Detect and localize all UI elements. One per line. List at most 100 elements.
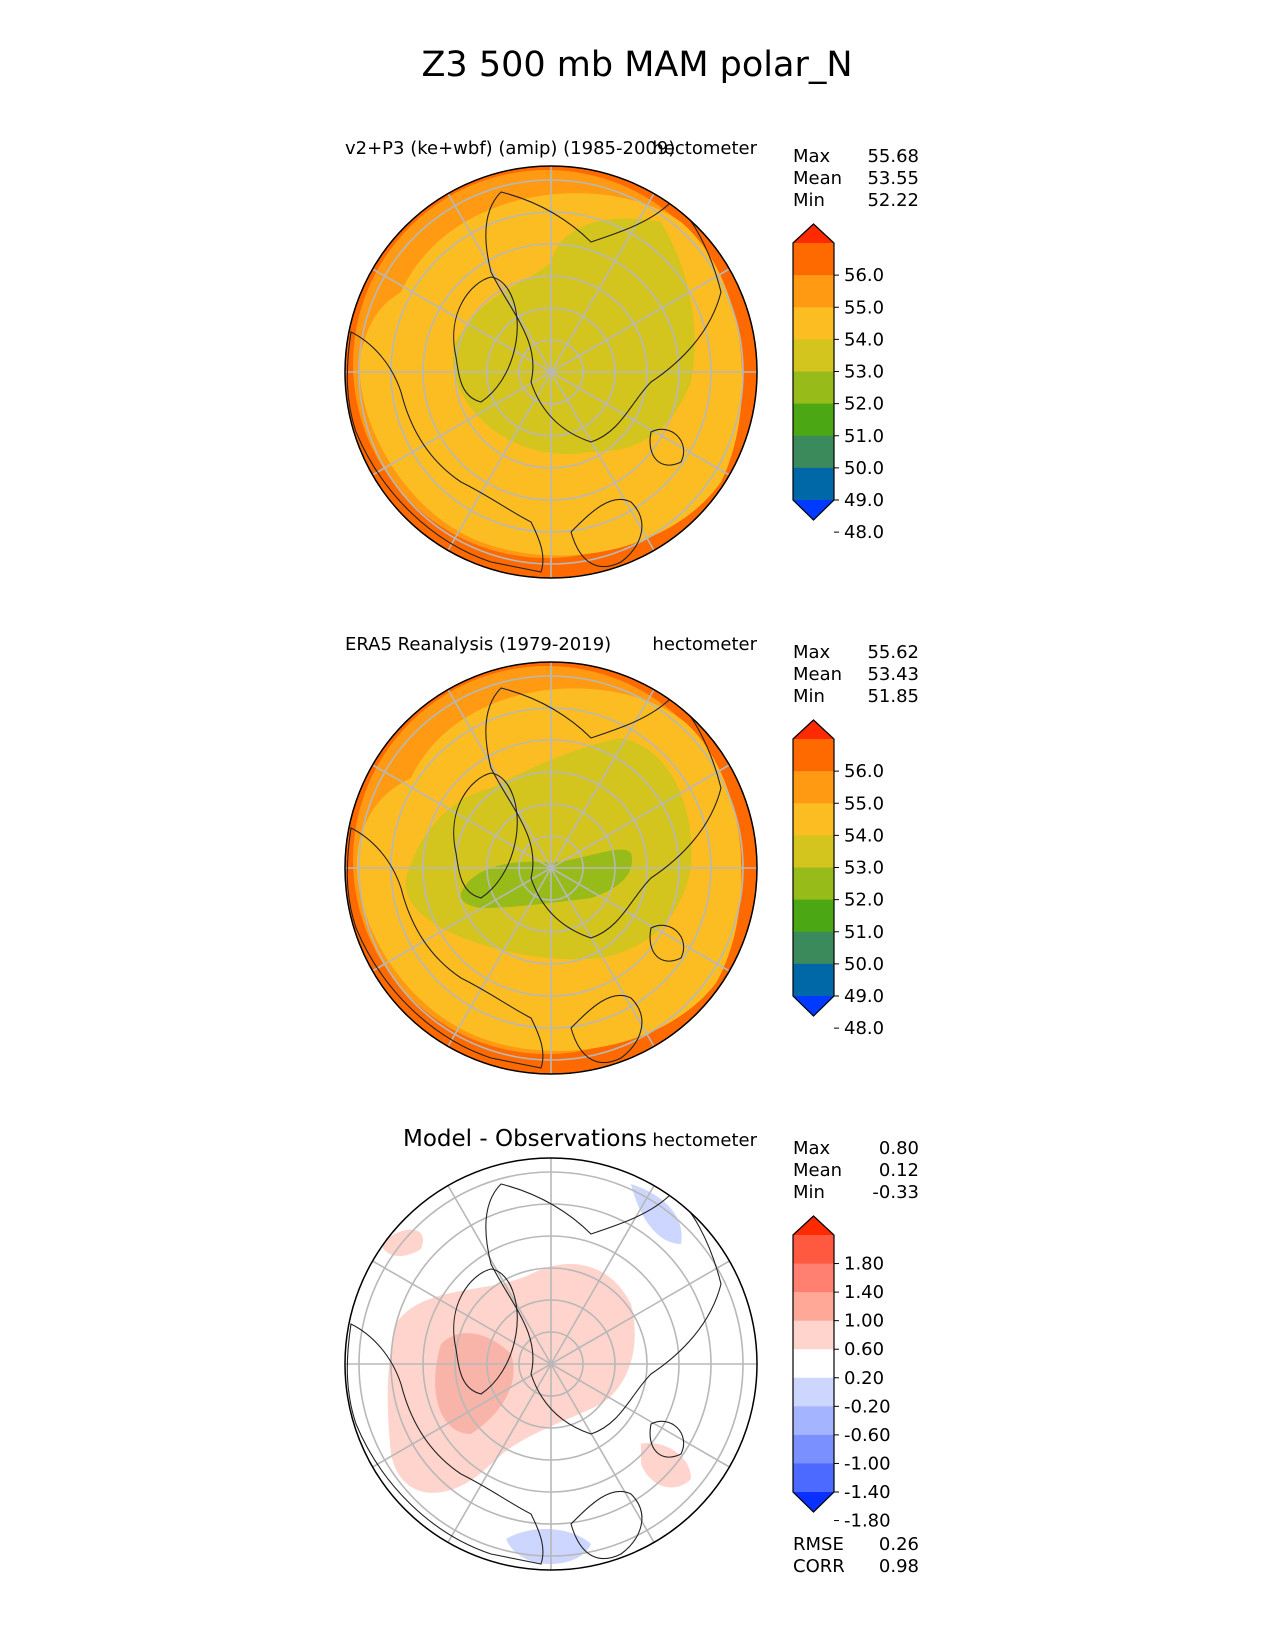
meridian-line xyxy=(447,1363,552,1543)
stat-value: 0.12 xyxy=(879,1160,919,1181)
colorbar-tick-label: 53.0 xyxy=(844,858,884,879)
meridian-line xyxy=(550,371,655,551)
colorbar-tick-label: 48.0 xyxy=(844,1018,884,1039)
coastline xyxy=(570,994,643,1063)
units-label: hectometer xyxy=(652,634,757,655)
colorbar-tick-label: 1.40 xyxy=(844,1282,884,1303)
colorbar-tick-label: 54.0 xyxy=(844,329,884,350)
stat-label: Mean xyxy=(793,664,842,685)
coastlines xyxy=(346,1183,722,1565)
colorbar-tick-label: 53.0 xyxy=(844,362,884,383)
field xyxy=(345,1158,757,1570)
map-boundary xyxy=(344,165,758,579)
meridian-line xyxy=(550,193,655,373)
stat-value: 53.43 xyxy=(867,664,919,685)
meridian-line xyxy=(550,764,730,869)
meridian-line xyxy=(550,867,655,1047)
coastline xyxy=(453,772,518,899)
stat-value: 53.55 xyxy=(867,168,919,189)
colorbar-tick-label: 56.0 xyxy=(844,761,884,782)
colorbar-segment xyxy=(793,803,834,836)
meridian-line xyxy=(372,1363,552,1468)
figure-title: Z3 500 mb MAM polar_N xyxy=(421,45,852,85)
field xyxy=(345,662,757,1074)
panel-title: ERA5 Reanalysis (1979-2019) xyxy=(345,634,611,655)
meridian-line xyxy=(550,1185,655,1365)
field-band-51-52 xyxy=(460,849,632,908)
meridian-line xyxy=(447,371,552,551)
meridian-line xyxy=(550,1363,655,1543)
colorbar-extend-min xyxy=(793,1492,834,1512)
coastline xyxy=(485,1183,722,1435)
stat-label: Max xyxy=(793,642,831,663)
stat-value: 52.22 xyxy=(867,190,919,211)
colorbar-tick-label: 50.0 xyxy=(844,458,884,479)
field xyxy=(345,166,757,578)
metric-label: RMSE xyxy=(793,1534,844,1555)
colorbar-1: 56.0 55.0 54.0 53.0 52.0 51.0 50.0 49.0 48.0 xyxy=(792,223,884,543)
colorbar-2: 56.0 55.0 54.0 53.0 52.0 51.0 50.0 49.0 48.0 xyxy=(792,719,884,1039)
units-label: hectometer xyxy=(652,138,757,159)
stat-value: 55.62 xyxy=(867,642,919,663)
coastline xyxy=(485,687,722,939)
field-band-0.20-0.60 xyxy=(641,1443,691,1488)
colorbar-segment xyxy=(793,1349,834,1379)
colorbar-3: 1.80 1.40 1.00 0.60 0.20 -0.20 -0.60 -1.00 -1.40… xyxy=(792,1215,891,1532)
colorbar-segment xyxy=(793,403,834,437)
meridian-line xyxy=(372,371,552,476)
colorbar-segment xyxy=(793,467,834,501)
colorbar-tick-label: 49.0 xyxy=(844,490,884,511)
colorbar-tick-label: 1.00 xyxy=(844,1311,884,1332)
colorbar-tick-label: -0.60 xyxy=(844,1425,891,1446)
colorbar-tick-label: 55.0 xyxy=(844,793,884,814)
colorbar-segment xyxy=(793,435,834,469)
stat-value: 51.85 xyxy=(867,686,919,707)
stat-label: Min xyxy=(793,686,825,707)
colorbar-extend-max xyxy=(793,224,834,243)
stat-label: Max xyxy=(793,146,831,167)
meridian-line xyxy=(447,867,552,1047)
colorbar-segment xyxy=(793,371,834,405)
colorbar-segment xyxy=(793,339,834,372)
coastline xyxy=(649,1420,685,1458)
meridian-line xyxy=(372,764,552,869)
stats-block-1: Max 55.68 Mean 53.55 Min 52.22 xyxy=(793,146,919,211)
meridian-line xyxy=(447,689,552,869)
colorbar-segment xyxy=(793,867,834,901)
coastline xyxy=(453,1268,518,1395)
meridian-line xyxy=(550,1260,730,1365)
colorbar-segment xyxy=(793,1406,834,1436)
colorbar-tick-label: 50.0 xyxy=(844,954,884,975)
stat-label: Mean xyxy=(793,1160,842,1181)
stat-value: 55.68 xyxy=(867,146,919,167)
map-panel-2: ERA5 Reanalysis (1979-2019) hectometer xyxy=(344,634,758,1075)
coastline xyxy=(570,1490,643,1559)
colorbar-segment xyxy=(793,1377,834,1407)
meridian-line xyxy=(550,268,730,373)
field-band-52-53 xyxy=(452,218,695,454)
field-band--0.60--0.20 xyxy=(631,1184,682,1244)
colorbar-segment xyxy=(793,243,834,276)
meridian-line xyxy=(550,1363,730,1468)
meridian-line xyxy=(372,867,552,972)
meridian-line xyxy=(372,1260,552,1365)
colorbar-tick-label: -1.40 xyxy=(844,1482,891,1503)
colorbar-segment xyxy=(793,771,834,804)
stat-value: -0.33 xyxy=(872,1182,919,1203)
colorbar-tick-label: 55.0 xyxy=(844,297,884,318)
metric-label: CORR xyxy=(793,1556,845,1577)
colorbar-segment xyxy=(793,1263,834,1293)
colorbar-tick-label: 0.60 xyxy=(844,1339,884,1360)
colorbar-tick-label: 56.0 xyxy=(844,265,884,286)
coastline xyxy=(570,498,643,567)
map-panel-1: v2+P3 (ke+wbf) (amip) (1985-2009)hectome… xyxy=(344,138,758,579)
metric-value: 0.98 xyxy=(879,1556,919,1577)
colorbar-tick-label: -1.00 xyxy=(844,1453,891,1474)
coastline xyxy=(649,924,685,962)
colorbar-segment xyxy=(793,1292,834,1322)
map-panel-3: Model - Observations hectometer xyxy=(344,1126,758,1571)
stat-label: Min xyxy=(793,1182,825,1203)
colorbar-tick-label: 51.0 xyxy=(844,426,884,447)
stats-block-2: Max 55.62 Mean 53.43 Min 51.85 xyxy=(793,642,919,707)
